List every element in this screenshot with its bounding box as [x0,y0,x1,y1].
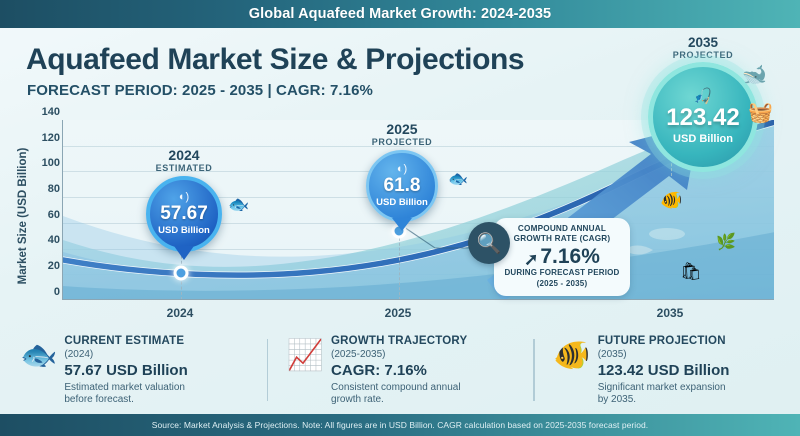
y-tick: 60 [47,209,60,221]
footer-bar: Source: Market Analysis & Projections. N… [0,414,800,436]
growth-arrow-icon: ➚ [524,249,539,269]
card-current-estimate[interactable]: 🐟 CURRENT ESTIMATE (2024) 57.67 USD Bill… [0,333,267,406]
fish-farm-icon: 🎣 [693,88,713,106]
summary-cards: 🐟 CURRENT ESTIMATE (2024) 57.67 USD Bill… [0,326,800,414]
marker-2025-year: 2025 [386,121,418,137]
marker-2035-bubble[interactable]: 🎣 123.42 USD Billion [648,62,758,173]
marker-2024-status: ESTIMATED [155,162,213,173]
y-tick: 0 [53,286,60,298]
marker-2024-year: 2024 [168,147,200,163]
y-tick: 80 [47,183,60,195]
card-period: (2024) [64,349,94,361]
cagr-title-line1: COMPOUND ANNUAL [517,224,607,233]
marker-2025-value: 61.8 [383,174,421,196]
marker-2025-bubble[interactable]: ◐) 61.8 USD Billion [366,149,438,222]
card-period: (2025-2035) [331,349,386,361]
growth-chart-fish-icon: 📈 [286,339,325,373]
fish-coins-icon: 🐠 [553,339,591,373]
page-title: Aquafeed Market Size & Projections [26,43,525,76]
card-period: (2035) [597,349,627,361]
marker-2025-status: PROJECTED [371,136,433,147]
coin-icon: ◐) [396,162,408,175]
guide-2025 [399,218,400,299]
card-title: FUTURE PROJECTION [597,335,726,348]
card-title: GROWTH TRAJECTORY [331,335,468,348]
top-title-bar: Global Aquafeed Market Growth: 2024-2035 [0,0,800,28]
x-tick-2025: 2025 [384,306,412,320]
topbar-title: Global Aquafeed Market Growth: 2024-2035 [248,6,552,22]
marker-2035-status: PROJECTED [672,50,734,61]
card-desc-line1: Consistent compound annual [331,381,461,393]
cagr-title-line2: GROWTH RATE (CAGR) [513,234,611,244]
y-tick: 140 [41,106,60,118]
card-desc-line1: Estimated market valuation [64,381,185,393]
marker-2025-unit: USD Billion [376,196,428,208]
y-tick: 100 [41,157,60,169]
x-tick-2024: 2024 [166,306,194,320]
card-desc-line2: growth rate. [331,394,384,406]
card-value: CAGR: 7.16% [331,362,427,380]
card-growth-trajectory[interactable]: 📈 GROWTH TRAJECTORY (2025-2035) CAGR: 7.… [266,333,534,406]
cagr-footer-line1: DURING FORECAST PERIOD [504,268,620,278]
y-tick: 40 [47,234,60,246]
y-tick: 120 [41,132,60,144]
cagr-value: 7.16% [540,244,600,268]
fish-money-icon: 🐟 [20,339,58,373]
marker-2035-value: 123.42 [666,104,740,132]
marker-2024-value: 57.67 [160,202,208,224]
marker-2024-unit: USD Billion [158,224,210,236]
footer-source-note: Source: Market Analysis & Projections. N… [151,420,649,430]
coin-icon: ◐) [178,190,190,203]
page-subtitle: FORECAST PERIOD: 2025 - 2035 | CAGR: 7.1… [27,82,373,99]
card-value: 123.42 USD Billion [597,362,730,380]
card-title: CURRENT ESTIMATE [64,335,185,348]
marker-2035-year: 2035 [687,35,719,50]
card-desc-line2: by 2035. [597,394,637,406]
cagr-value-row: ➚7.16% [502,244,622,269]
y-tick: 20 [47,260,60,272]
marker-2035-hero[interactable]: 2035 PROJECTED 🎣 123.42 USD Billion [636,35,770,173]
card-future-projection[interactable]: 🐠 FUTURE PROJECTION (2035) 123.42 USD Bi… [533,333,800,406]
marker-2024[interactable]: 2024 ESTIMATED ◐) 57.67 USD Billion [138,148,230,252]
data-point-2024[interactable] [173,265,189,281]
cagr-footer-line2: (2025 - 2035) [536,278,588,288]
card-value: 57.67 USD Billion [64,362,188,380]
card-desc-line2: before forecast. [64,394,134,406]
marker-2024-bubble[interactable]: ◐) 57.67 USD Billion [146,175,222,252]
x-tick-2035: 2035 [656,306,684,320]
card-desc-line1: Significant market expansion [597,381,726,393]
marker-2025[interactable]: 2025 PROJECTED ◐) 61.8 USD Billion [358,122,446,222]
y-axis-ticks: 0 20 40 60 80 100 120 140 [18,106,60,304]
marker-2035-unit: USD Billion [673,133,733,146]
magnifier-icon: 🔍 [468,222,510,264]
cagr-callout[interactable]: 🔍 COMPOUND ANNUAL GROWTH RATE (CAGR) ➚7.… [468,218,630,297]
